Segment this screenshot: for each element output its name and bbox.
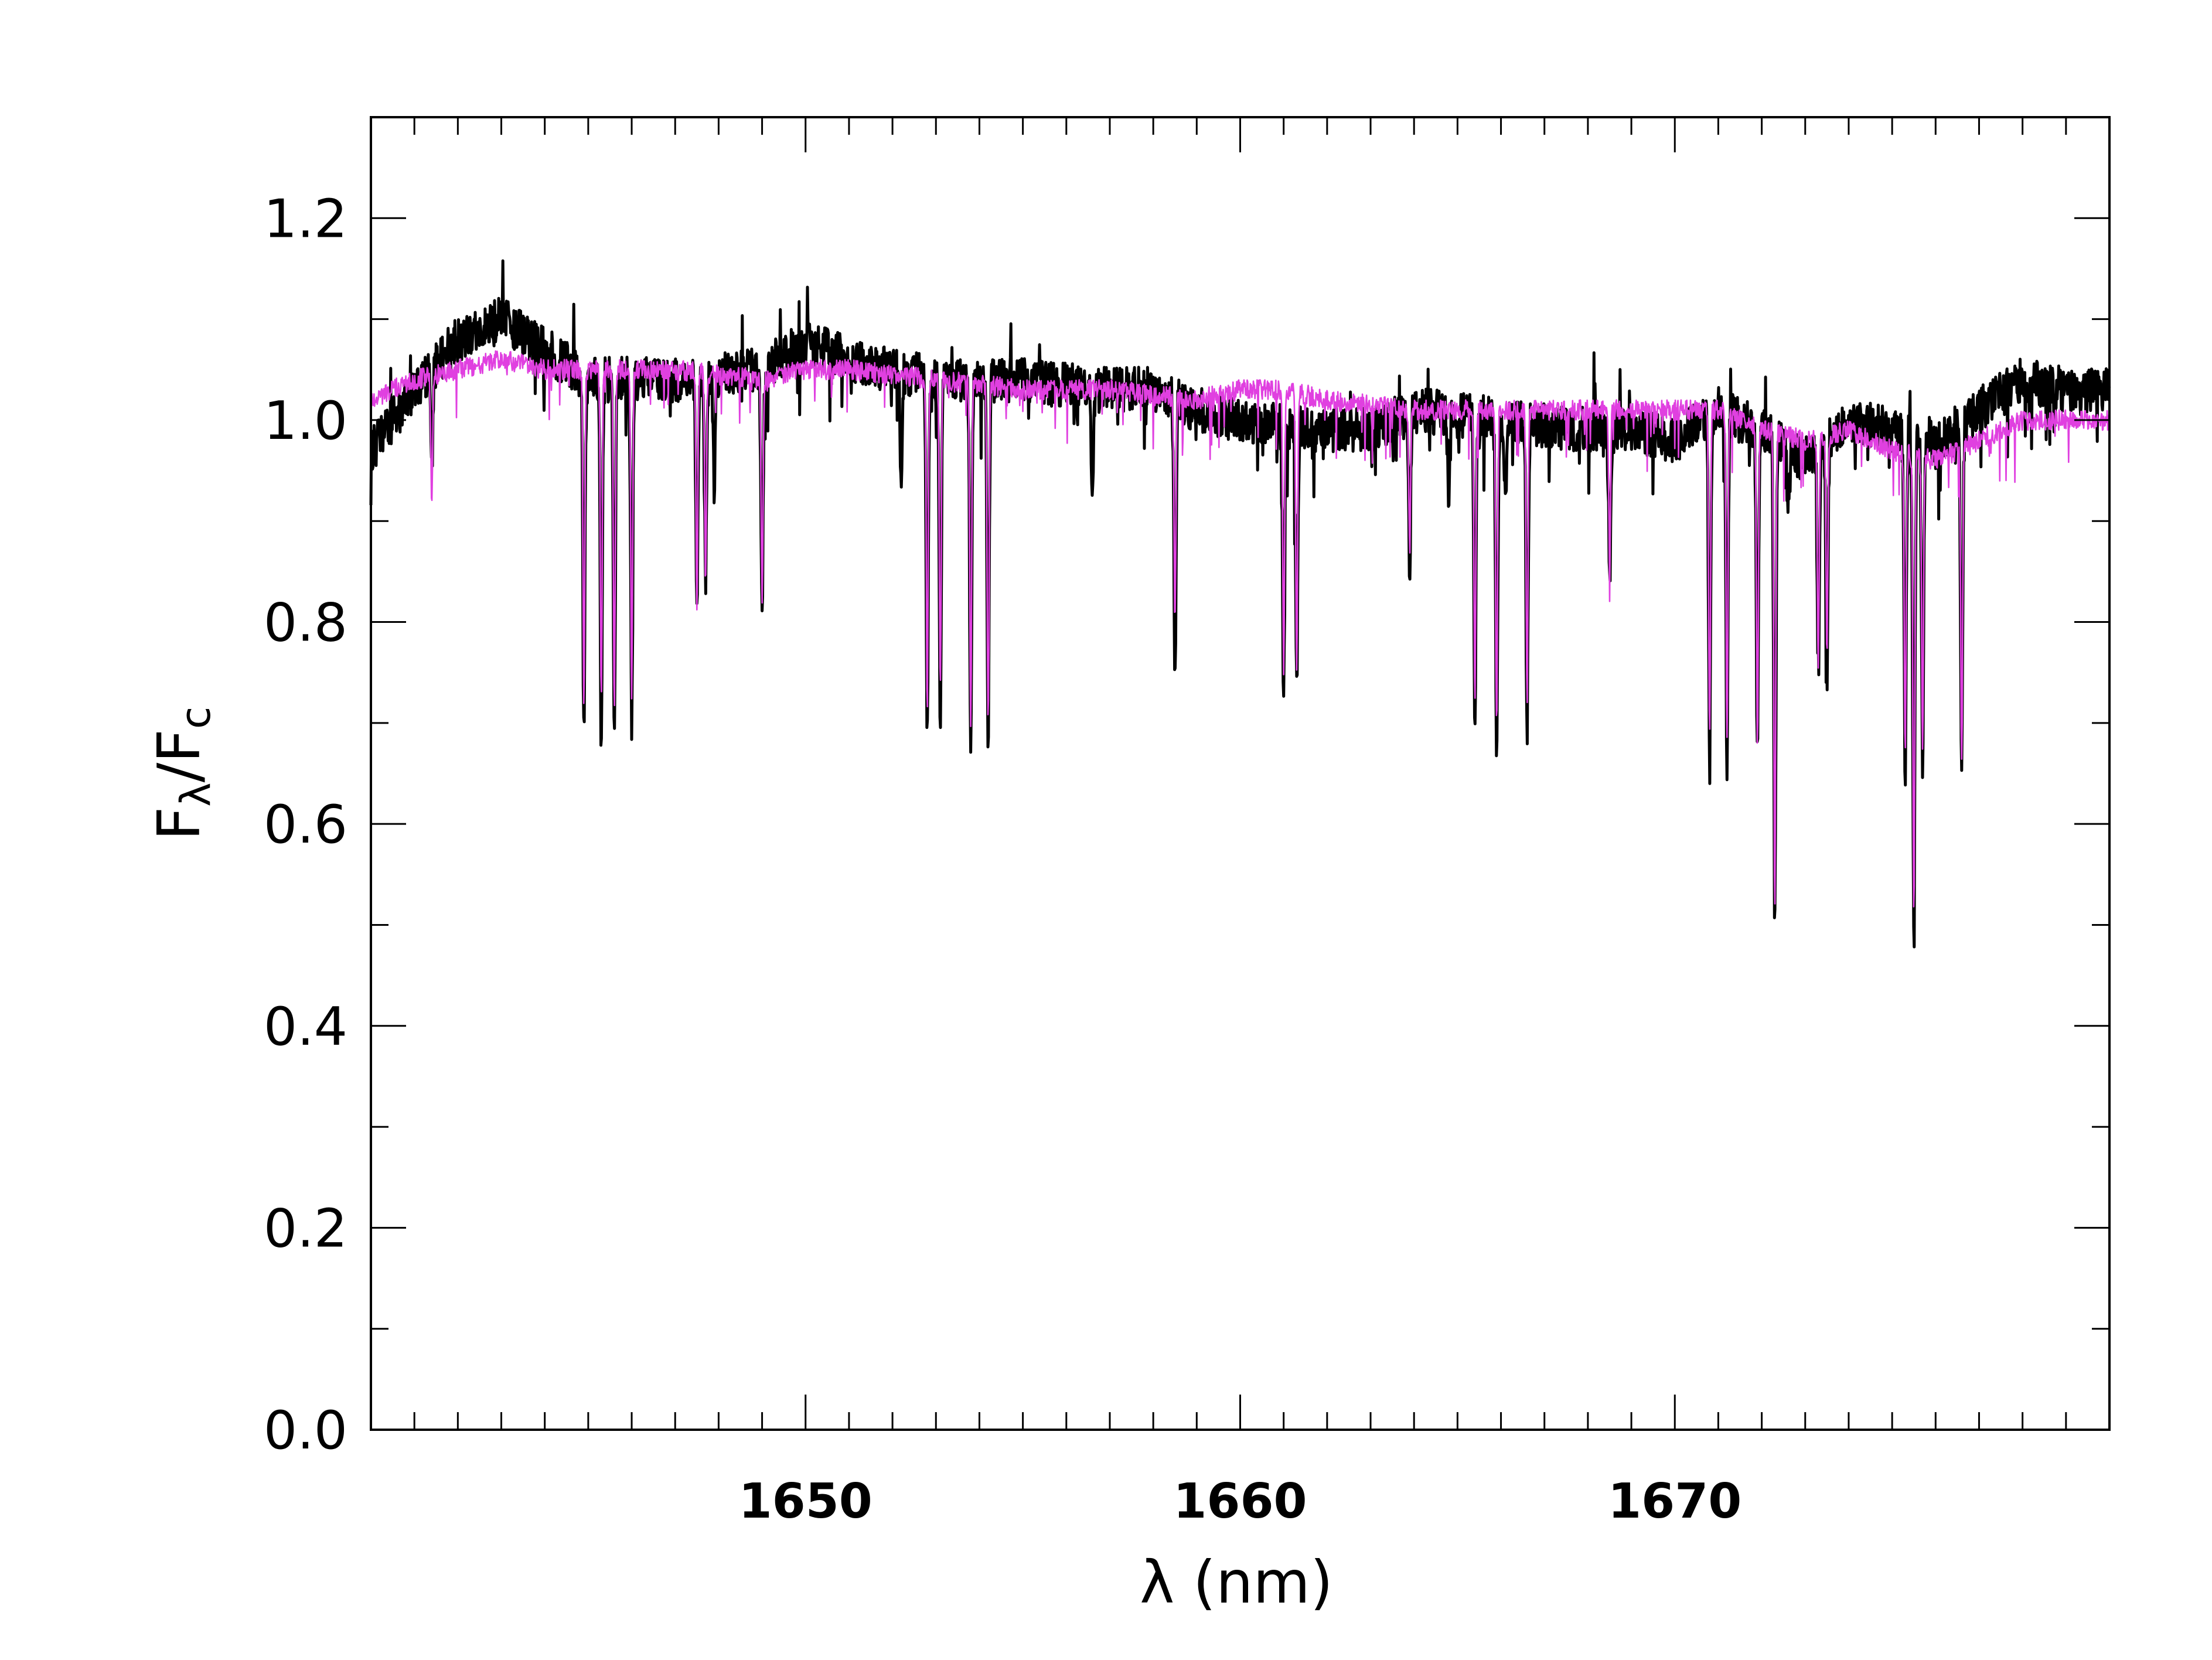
y-tick-label: 0.6 — [264, 794, 347, 855]
x-tick-label: 1670 — [1608, 1474, 1741, 1529]
series-layer — [369, 259, 2111, 949]
y-tick-label: 0.2 — [264, 1198, 347, 1259]
y-tick-label: 0.0 — [264, 1400, 347, 1461]
y-axis-title: Fλ/Fc — [145, 707, 220, 841]
y-tick-label: 1.2 — [264, 188, 347, 250]
x-tick-label: 1660 — [1173, 1474, 1307, 1529]
plot-frame — [370, 116, 2111, 1431]
y-tick-label: 0.8 — [264, 592, 347, 654]
axis-layer: 1650 1660 1670 0.0 0.2 0.4 0.6 0.8 1.0 1.2 — [264, 116, 2111, 1529]
series-line-1 — [370, 350, 2110, 908]
x-tick-label: 1650 — [739, 1474, 872, 1529]
y-tick-label: 1.0 — [264, 390, 347, 452]
y-tick-label: 0.4 — [264, 996, 347, 1058]
x-axis-title: λ (nm) — [1140, 1548, 1333, 1617]
